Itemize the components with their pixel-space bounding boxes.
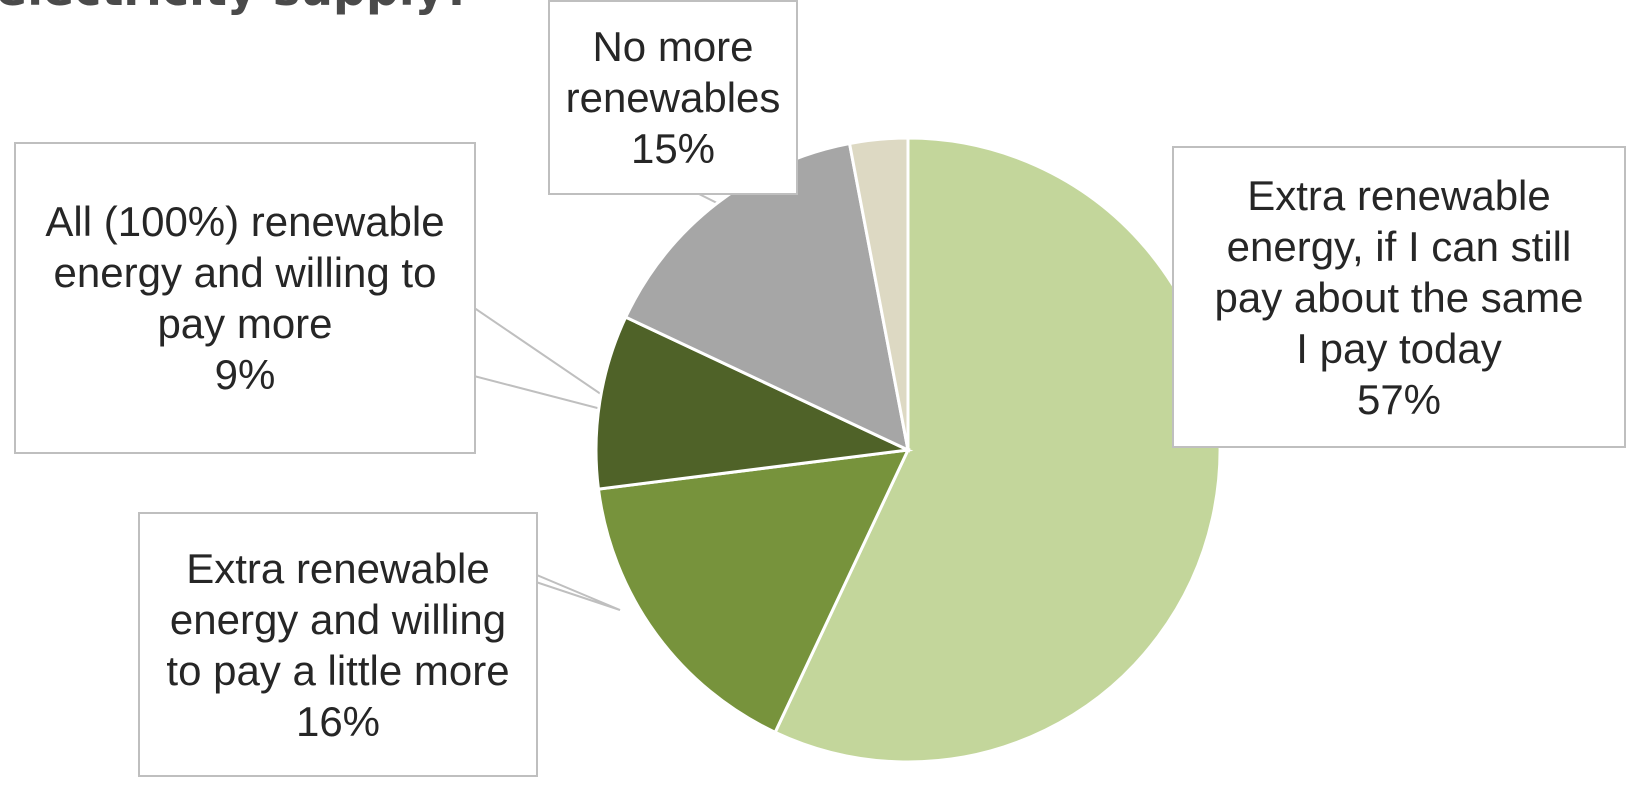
slice-label-no-more-renewables: No more renewables 15%	[548, 0, 798, 195]
slice-extra-same-price	[773, 136, 1222, 764]
slice-other	[847, 136, 910, 451]
slice-extra-pay-little-more	[596, 448, 911, 735]
slice-no-more-renewables	[623, 141, 911, 453]
slice-label-extra-pay-little-more: Extra renewable energy and willing to pa…	[138, 512, 538, 777]
chart-title: electricity supply?	[0, 0, 471, 16]
slice-all-renewable	[594, 315, 914, 491]
slice-label-all-renewable: All (100%) renewable energy and willing …	[14, 142, 476, 454]
slice-label-extra-same-price: Extra renewable energy, if I can still p…	[1172, 146, 1626, 448]
